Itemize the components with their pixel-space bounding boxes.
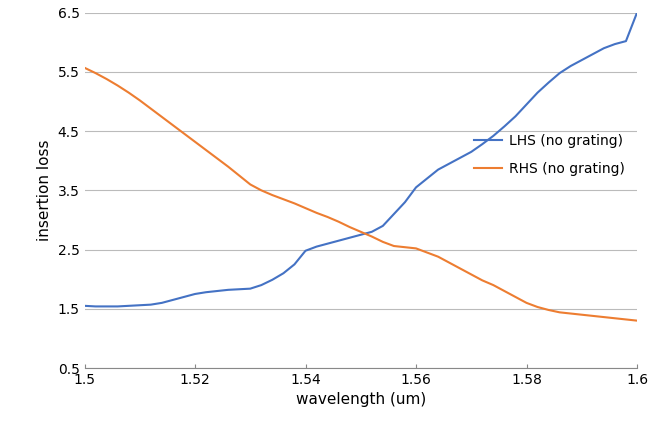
LHS (no grating) — [268, 277, 276, 282]
LHS (no grating) — [633, 10, 641, 15]
Y-axis label: insertion loss: insertion loss — [37, 140, 52, 241]
RHS (no grating) — [257, 188, 265, 193]
Line: RHS (no grating): RHS (no grating) — [84, 68, 637, 321]
RHS (no grating) — [202, 148, 210, 153]
RHS (no grating) — [445, 260, 453, 265]
LHS (no grating) — [489, 133, 497, 138]
LHS (no grating) — [456, 155, 464, 160]
RHS (no grating) — [246, 182, 254, 187]
RHS (no grating) — [478, 278, 486, 283]
RHS (no grating) — [633, 318, 641, 323]
LHS (no grating) — [213, 288, 221, 294]
LHS (no grating) — [257, 283, 265, 288]
LHS (no grating) — [81, 303, 88, 308]
RHS (no grating) — [81, 65, 88, 70]
LHS (no grating) — [622, 38, 630, 44]
LHS (no grating) — [92, 304, 99, 309]
RHS (no grating) — [622, 317, 630, 322]
Line: LHS (no grating): LHS (no grating) — [84, 13, 637, 306]
X-axis label: wavelength (um): wavelength (um) — [296, 393, 426, 407]
Legend: LHS (no grating), RHS (no grating): LHS (no grating), RHS (no grating) — [469, 128, 630, 181]
